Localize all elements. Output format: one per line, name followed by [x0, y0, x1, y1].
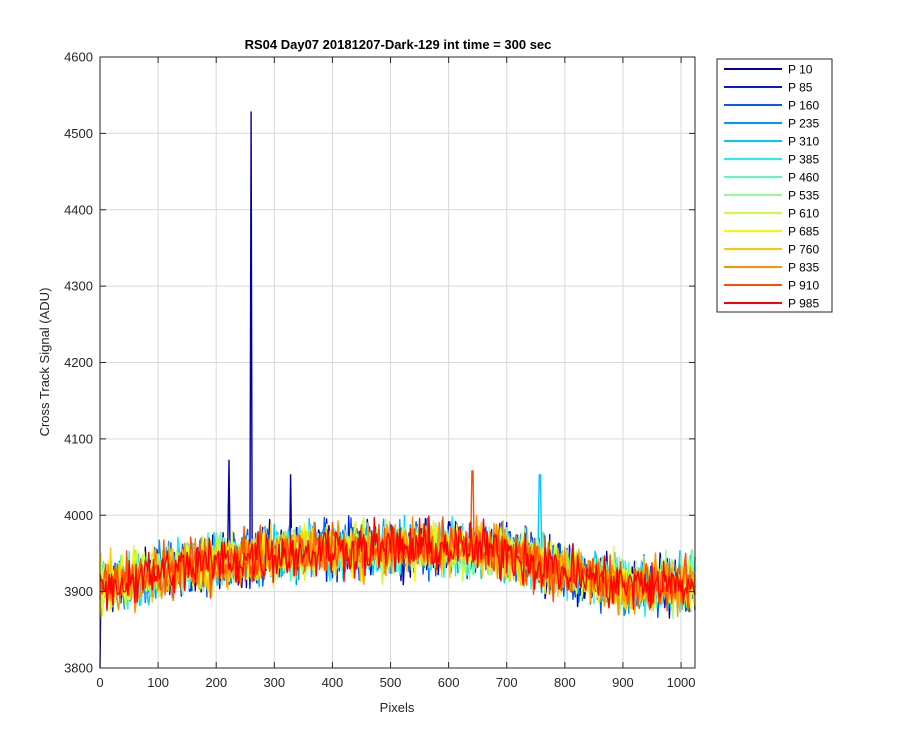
- legend-label: P 385: [788, 153, 819, 167]
- x-tick-label: 400: [322, 675, 344, 690]
- x-axis-label: Pixels: [380, 700, 415, 715]
- chart-title: RS04 Day07 20181207-Dark-129 int time = …: [245, 37, 552, 52]
- legend-label: P 85: [788, 81, 813, 95]
- legend-label: P 835: [788, 261, 819, 275]
- x-tick-label: 100: [147, 675, 169, 690]
- x-tick-label: 700: [496, 675, 518, 690]
- legend-label: P 160: [788, 99, 819, 113]
- y-axis-ticks: 3800 3900 4000 4100 4200 4300 4400 4500 4600: [64, 50, 695, 676]
- legend: P 10 P 85 P 160 P 235 P 310 P 385 P 460 P 535 P …: [716, 58, 833, 313]
- legend-items: P 10 P 85 P 160 P 235 P 310 P 385 P 460 P 535 P …: [724, 63, 819, 311]
- y-tick-label: 4300: [64, 279, 93, 294]
- x-tick-label: 500: [380, 675, 402, 690]
- legend-label: P 985: [788, 297, 819, 311]
- legend-label: P 685: [788, 225, 819, 239]
- legend-label: P 10: [788, 63, 813, 77]
- y-tick-label: 3900: [64, 584, 93, 599]
- legend-label: P 460: [788, 171, 819, 185]
- x-tick-label: 200: [205, 675, 227, 690]
- series-line: [99, 515, 696, 612]
- x-axis-ticks: 0 100 200 300 400 500 600 700 800 900 1000: [96, 57, 696, 690]
- x-tick-label: 300: [263, 675, 285, 690]
- y-tick-label: 4400: [64, 202, 93, 217]
- y-axis-label: Cross Track Signal (ADU): [37, 288, 52, 437]
- y-tick-label: 4600: [64, 50, 93, 65]
- legend-label: P 610: [788, 207, 819, 221]
- legend-label: P 910: [788, 279, 819, 293]
- legend-box: [716, 58, 833, 313]
- y-tick-label: 4100: [64, 431, 93, 446]
- y-tick-label: 4500: [64, 126, 93, 141]
- y-tick-label: 4200: [64, 355, 93, 370]
- legend-label: P 235: [788, 117, 819, 131]
- y-tick-label: 3800: [64, 661, 93, 676]
- x-tick-label: 600: [438, 675, 460, 690]
- x-tick-label: 800: [554, 675, 576, 690]
- legend-label: P 535: [788, 189, 819, 203]
- x-tick-label: 0: [96, 675, 103, 690]
- legend-label: P 310: [788, 135, 819, 149]
- plot-axes: 0 100 200 300 400 500 600 700 800 900 1000 3800 390…: [64, 50, 696, 690]
- x-tick-label: 1000: [667, 675, 696, 690]
- y-tick-label: 4000: [64, 508, 93, 523]
- legend-label: P 760: [788, 243, 819, 257]
- series-lines: [99, 111, 696, 669]
- x-tick-label: 900: [612, 675, 634, 690]
